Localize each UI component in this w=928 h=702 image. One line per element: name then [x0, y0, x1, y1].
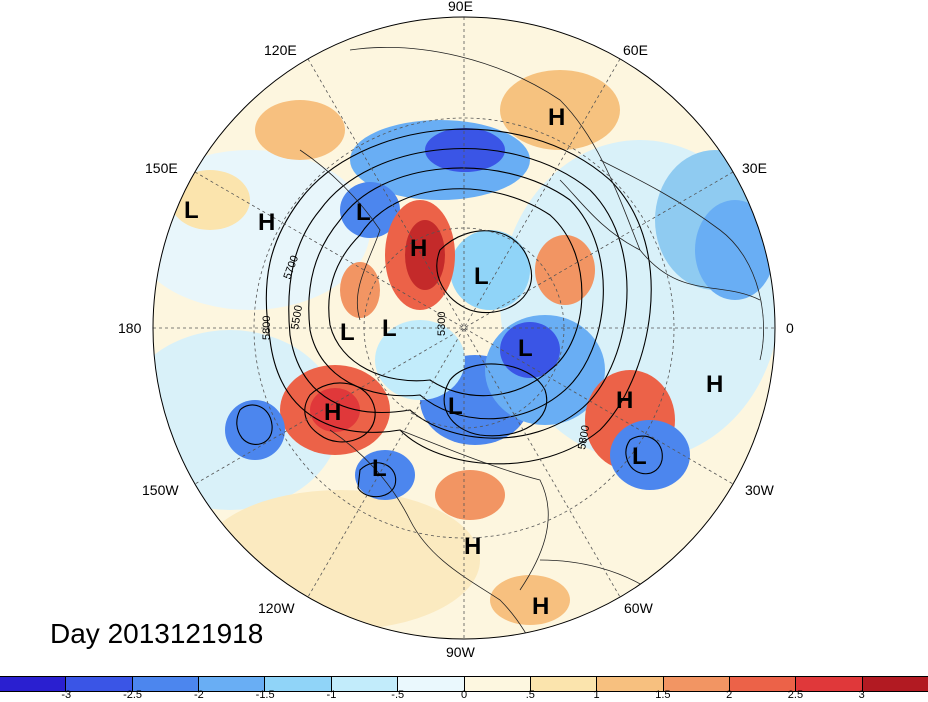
longitude-label-90e: 90E [448, 0, 473, 14]
coastlines [299, 47, 765, 639]
contour-label: 5800 [261, 316, 273, 340]
longitude-label-120w: 120W [258, 600, 295, 616]
pressure-center-high: H [532, 593, 549, 620]
longitude-label-30e: 30E [742, 160, 767, 176]
colorbar-swatch [199, 677, 266, 691]
colorbar-tick-label: -1 [326, 689, 337, 701]
day-title: Day 2013121918 [50, 618, 264, 649]
pressure-center-high: H [258, 209, 275, 236]
longitude-label-60w: 60W [624, 600, 653, 616]
graticule [153, 17, 775, 639]
longitude-label-150e: 150E [145, 160, 178, 176]
colorbar-tick-label: 2.5 [787, 689, 804, 701]
colorbar-tick-label: -2.5 [123, 689, 143, 701]
colorbar-swatch [729, 677, 797, 691]
pressure-center-high: H [706, 371, 723, 398]
pressure-center-low: L [372, 455, 387, 482]
pressure-center-low: L [518, 335, 533, 362]
colorbar-tick-label: 3 [858, 689, 865, 701]
colorbar-tick-label: -2 [193, 689, 204, 701]
longitude-label-90w: 90W [446, 644, 475, 660]
pressure-center-low: L [474, 263, 489, 290]
pressure-center-high: H [464, 533, 481, 560]
colorbar-swatch [862, 677, 928, 691]
colorbar-tick-label: .5 [525, 689, 535, 701]
colorbar-swatch [331, 677, 399, 691]
pressure-center-low: L [448, 393, 463, 420]
pressure-center-high: H [410, 235, 427, 262]
pressure-center-low: L [382, 315, 397, 342]
longitude-label-150w: 150W [142, 482, 179, 498]
colorbar-swatch [132, 677, 200, 691]
colorbar-swatch [796, 677, 863, 691]
colorbar-tick-label: 0 [460, 689, 468, 701]
longitude-label-120e: 120E [264, 42, 297, 58]
colorbar [0, 676, 928, 692]
longitude-label-60e: 60E [623, 42, 648, 58]
contour-label: 5500 [289, 304, 305, 330]
pressure-center-high: H [548, 104, 565, 131]
colorbar-swatch [663, 677, 730, 691]
colorbar-swatch [530, 677, 598, 691]
pressure-center-high: H [616, 387, 633, 414]
height-contours [236, 128, 663, 498]
contour-label: 5300 [436, 312, 448, 336]
colorbar-swatch [398, 677, 465, 691]
colorbar-swatch [265, 677, 332, 691]
pressure-center-low: L [340, 319, 355, 346]
colorbar-tick-label: -1.5 [255, 689, 275, 701]
colorbar-swatch [0, 677, 67, 691]
anomaly-shading [153, 70, 775, 630]
pressure-center-low: L [356, 199, 371, 226]
colorbar-tick-label: -.5 [391, 689, 405, 701]
colorbar-tick-label: -3 [61, 689, 72, 701]
longitude-label-30w: 30W [745, 482, 774, 498]
pressure-center-low: L [184, 197, 199, 224]
longitude-label-180: 180 [118, 320, 142, 336]
contour-label: 5800 [576, 424, 592, 450]
colorbar-tick-label: 2 [726, 689, 733, 701]
colorbar-swatch [464, 677, 531, 691]
map-border [152, 16, 776, 640]
colorbar-swatch [597, 677, 664, 691]
pressure-center-low: L [632, 443, 647, 470]
colorbar-tick-label: 1 [593, 689, 600, 701]
longitude-label-0: 0 [786, 320, 794, 336]
colorbar-swatch [66, 677, 133, 691]
colorbar-tick-label: 1.5 [655, 689, 671, 701]
pressure-center-high: H [324, 399, 341, 426]
